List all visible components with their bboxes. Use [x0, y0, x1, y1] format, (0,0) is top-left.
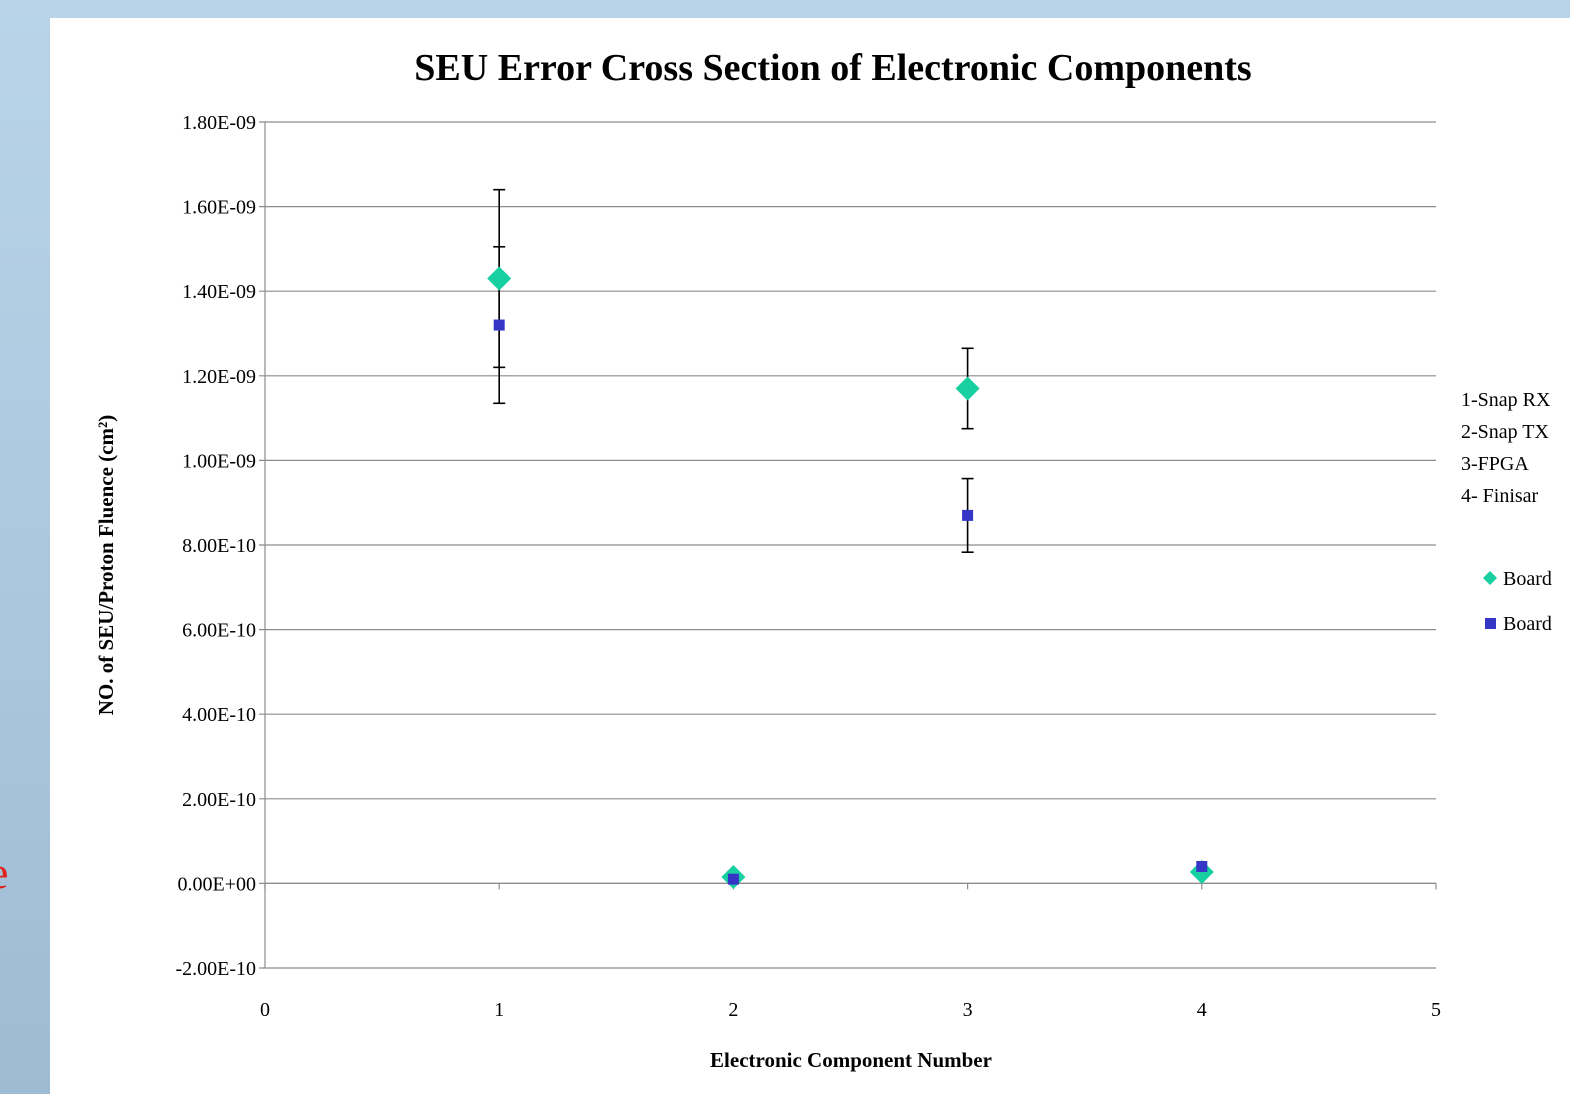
series-1-point	[487, 266, 512, 291]
component-key-item: 2-Snap TX	[1461, 421, 1550, 443]
y-tick-label: 2.00E-10	[182, 789, 256, 811]
series-2-point	[493, 319, 505, 331]
data-points	[487, 266, 1214, 890]
y-tick-labels: 1.80E-09 1.60E-09 1.40E-09 1.20E-09 1.00E-09…	[175, 112, 256, 980]
component-key: 1-Snap RX 2-Snap TX 3-FPGA 4- Finisar	[1461, 389, 1551, 507]
legend-label: Board	[1503, 568, 1552, 590]
y-tick-label: 1.20E-09	[182, 366, 256, 388]
legend-marker-square	[1485, 618, 1496, 629]
component-key-item: 3-FPGA	[1461, 453, 1529, 475]
series-2-point	[962, 509, 974, 521]
x-tick-label: 3	[963, 999, 973, 1021]
chart-panel: SEU Error Cross Section of Electronic Co…	[50, 18, 1570, 1094]
component-key-item: 4- Finisar	[1461, 485, 1539, 507]
x-tick-label: 0	[260, 999, 270, 1021]
series-2-point	[1196, 860, 1208, 872]
y-tick-label: 6.00E-10	[182, 620, 256, 642]
y-tick-label: 1.60E-09	[182, 197, 256, 219]
side-text-fragment: e	[0, 850, 22, 910]
chart-title: SEU Error Cross Section of Electronic Co…	[414, 47, 1251, 89]
x-axis-label: Electronic Component Number	[710, 1048, 992, 1072]
x-tick-label: 4	[1197, 999, 1207, 1021]
y-tick-label: 1.80E-09	[182, 112, 256, 134]
y-tick-label: 0.00E+00	[178, 873, 257, 895]
y-tick-label: 1.40E-09	[182, 281, 256, 303]
x-tick-labels: 0 1 2 3 4 5	[260, 999, 1441, 1021]
legend: Board Board	[1483, 568, 1552, 635]
error-bars	[493, 188, 974, 553]
x-tick-label: 1	[494, 999, 504, 1021]
y-axis-label: NO. of SEU/Proton Fluence (cm²)	[94, 415, 118, 715]
scatter-chart: SEU Error Cross Section of Electronic Co…	[94, 47, 1552, 1072]
legend-label: Board	[1503, 613, 1552, 635]
grid-lines	[259, 121, 1437, 969]
y-tick-label: 4.00E-10	[182, 704, 256, 726]
legend-marker-diamond	[1483, 571, 1497, 585]
series-2-point	[727, 873, 739, 885]
y-tick-label: -2.00E-10	[175, 958, 256, 980]
y-tick-label: 8.00E-10	[182, 535, 256, 557]
x-tick-label: 2	[728, 999, 738, 1021]
series-1-point	[955, 376, 980, 401]
component-key-item: 1-Snap RX	[1461, 389, 1551, 411]
y-tick-label: 1.00E-09	[182, 450, 256, 472]
x-tick-label: 5	[1431, 999, 1441, 1021]
